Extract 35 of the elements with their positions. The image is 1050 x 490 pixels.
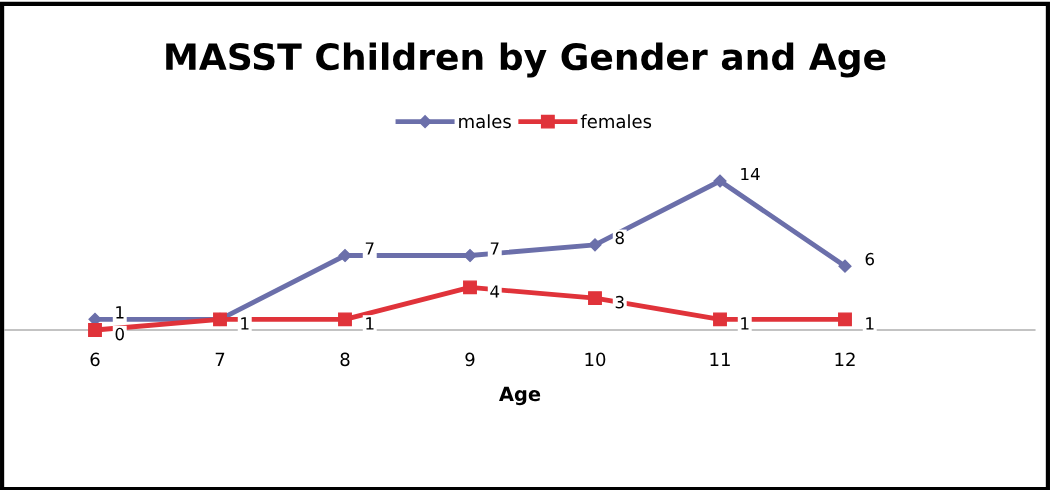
point: [588, 291, 602, 306]
x-tick-label: 9: [465, 352, 475, 367]
x-axis-title: Age: [499, 386, 541, 406]
point: [463, 248, 477, 263]
data-label: 7: [365, 242, 374, 255]
point: [713, 174, 727, 188]
point: [338, 312, 352, 327]
data-label: 4: [490, 285, 500, 298]
x-tick-label: 8: [340, 352, 350, 367]
point: [338, 248, 352, 263]
data-label: 1: [741, 317, 749, 330]
data-label: 14: [741, 167, 760, 181]
point: [463, 280, 477, 295]
point: [713, 312, 727, 327]
data-label: 1: [366, 317, 374, 330]
data-label: 1: [866, 317, 874, 330]
data-label: 7: [490, 242, 499, 255]
data-label: 0: [115, 327, 124, 341]
legend-label: females: [580, 114, 652, 129]
chart-title: MASST Children by Gender and Age: [166, 42, 886, 78]
data-label: 3: [615, 295, 624, 309]
point: [88, 323, 102, 337]
data-label: 8: [615, 231, 624, 245]
point: [838, 312, 852, 327]
data-label: 6: [865, 252, 874, 266]
x-tick-label: 12: [835, 352, 855, 366]
point: [838, 259, 852, 273]
x-tick-label: 11: [710, 352, 730, 366]
x-tick-label: 6: [90, 352, 100, 367]
legend-label: males: [459, 114, 511, 129]
data-label: 1: [116, 306, 124, 319]
x-tick-label: 10: [585, 352, 606, 367]
x-tick-label: 7: [215, 352, 225, 366]
point: [588, 238, 602, 252]
data-label: 1: [241, 317, 249, 330]
